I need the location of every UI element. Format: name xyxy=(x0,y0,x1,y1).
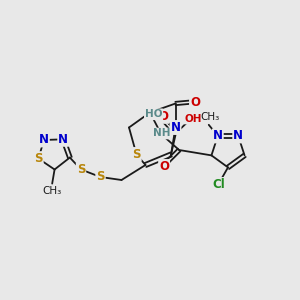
Text: S: S xyxy=(34,152,43,165)
Text: HO: HO xyxy=(145,109,162,119)
Text: N: N xyxy=(233,129,243,142)
Text: S: S xyxy=(132,148,141,161)
Text: O: O xyxy=(190,95,200,109)
Text: S: S xyxy=(77,163,85,176)
Text: NH: NH xyxy=(153,128,171,139)
Text: CH₃: CH₃ xyxy=(201,112,220,122)
Text: S: S xyxy=(96,170,105,184)
Text: N: N xyxy=(58,133,68,146)
Text: OH: OH xyxy=(184,113,202,124)
Text: CH₃: CH₃ xyxy=(43,186,62,196)
Text: O: O xyxy=(159,160,169,173)
Text: N: N xyxy=(213,129,223,142)
Text: Cl: Cl xyxy=(213,178,225,191)
Text: O: O xyxy=(158,110,169,123)
Text: N: N xyxy=(39,134,49,146)
Text: N: N xyxy=(170,121,181,134)
